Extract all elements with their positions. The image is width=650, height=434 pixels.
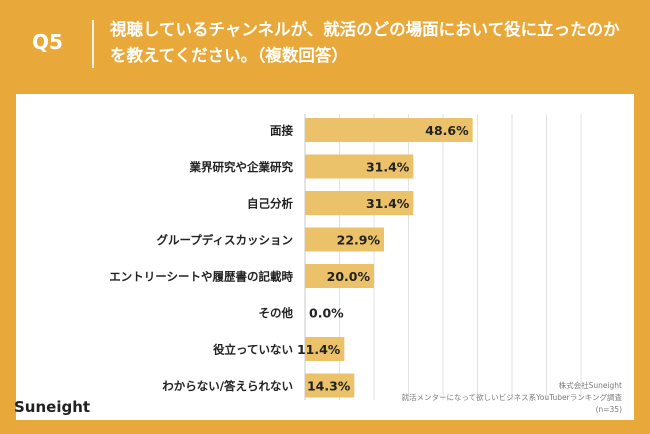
bar <box>305 118 473 142</box>
value-label: 14.3% <box>307 379 351 394</box>
source-survey: 就活メンターになって欲しいビジネス系YouTuberランキング調査 <box>401 393 622 402</box>
value-label: 20.0% <box>327 269 371 284</box>
source-sample-size: (n=35) <box>595 405 622 414</box>
brand-logo: Suneight <box>14 398 91 416</box>
question-number: Q5 <box>32 30 63 54</box>
source-note: 株式会社Suneight 就活メンターになって欲しいビジネス系YouTuberラ… <box>402 380 622 416</box>
value-label: 31.4% <box>366 160 410 175</box>
bar <box>305 227 385 252</box>
chart-panel: 面接 48.6% 業界研究や企業研究 31.4% 自己分析 31.4% グループディスカッシ… <box>16 94 634 420</box>
header-divider <box>92 20 94 68</box>
value-label: 0.0% <box>309 306 344 321</box>
header: Q5 視聴しているチャンネルが、就活のどの場面において役に立ったのかを教えてくだ… <box>0 0 650 84</box>
bar <box>305 337 345 361</box>
bar-chart: 面接 48.6% 業界研究や企業研究 31.4% 自己分析 31.4% グループディスカッシ… <box>109 114 582 400</box>
category-label: 役立っていない <box>213 343 293 357</box>
value-label: 11.4% <box>297 342 341 357</box>
bar <box>305 373 355 398</box>
source-company: 株式会社Suneight <box>558 381 622 390</box>
category-label: その他 <box>259 306 294 320</box>
category-label: 面接 <box>270 124 293 138</box>
bar <box>305 154 414 179</box>
category-label: グループディスカッション <box>156 233 293 247</box>
value-label: 31.4% <box>366 196 410 211</box>
category-label: わからない/答えられない <box>162 379 293 393</box>
category-label: 業界研究や企業研究 <box>189 160 294 174</box>
value-label: 48.6% <box>425 123 469 138</box>
category-label: エントリーシートや履歴書の記載時 <box>109 270 293 284</box>
category-label: 自己分析 <box>247 197 293 211</box>
bar <box>305 264 374 288</box>
bar <box>305 191 414 215</box>
question-text: 視聴しているチャンネルが、就活のどの場面において役に立ったのかを教えてください。… <box>110 20 620 65</box>
value-label: 22.9% <box>337 233 381 248</box>
